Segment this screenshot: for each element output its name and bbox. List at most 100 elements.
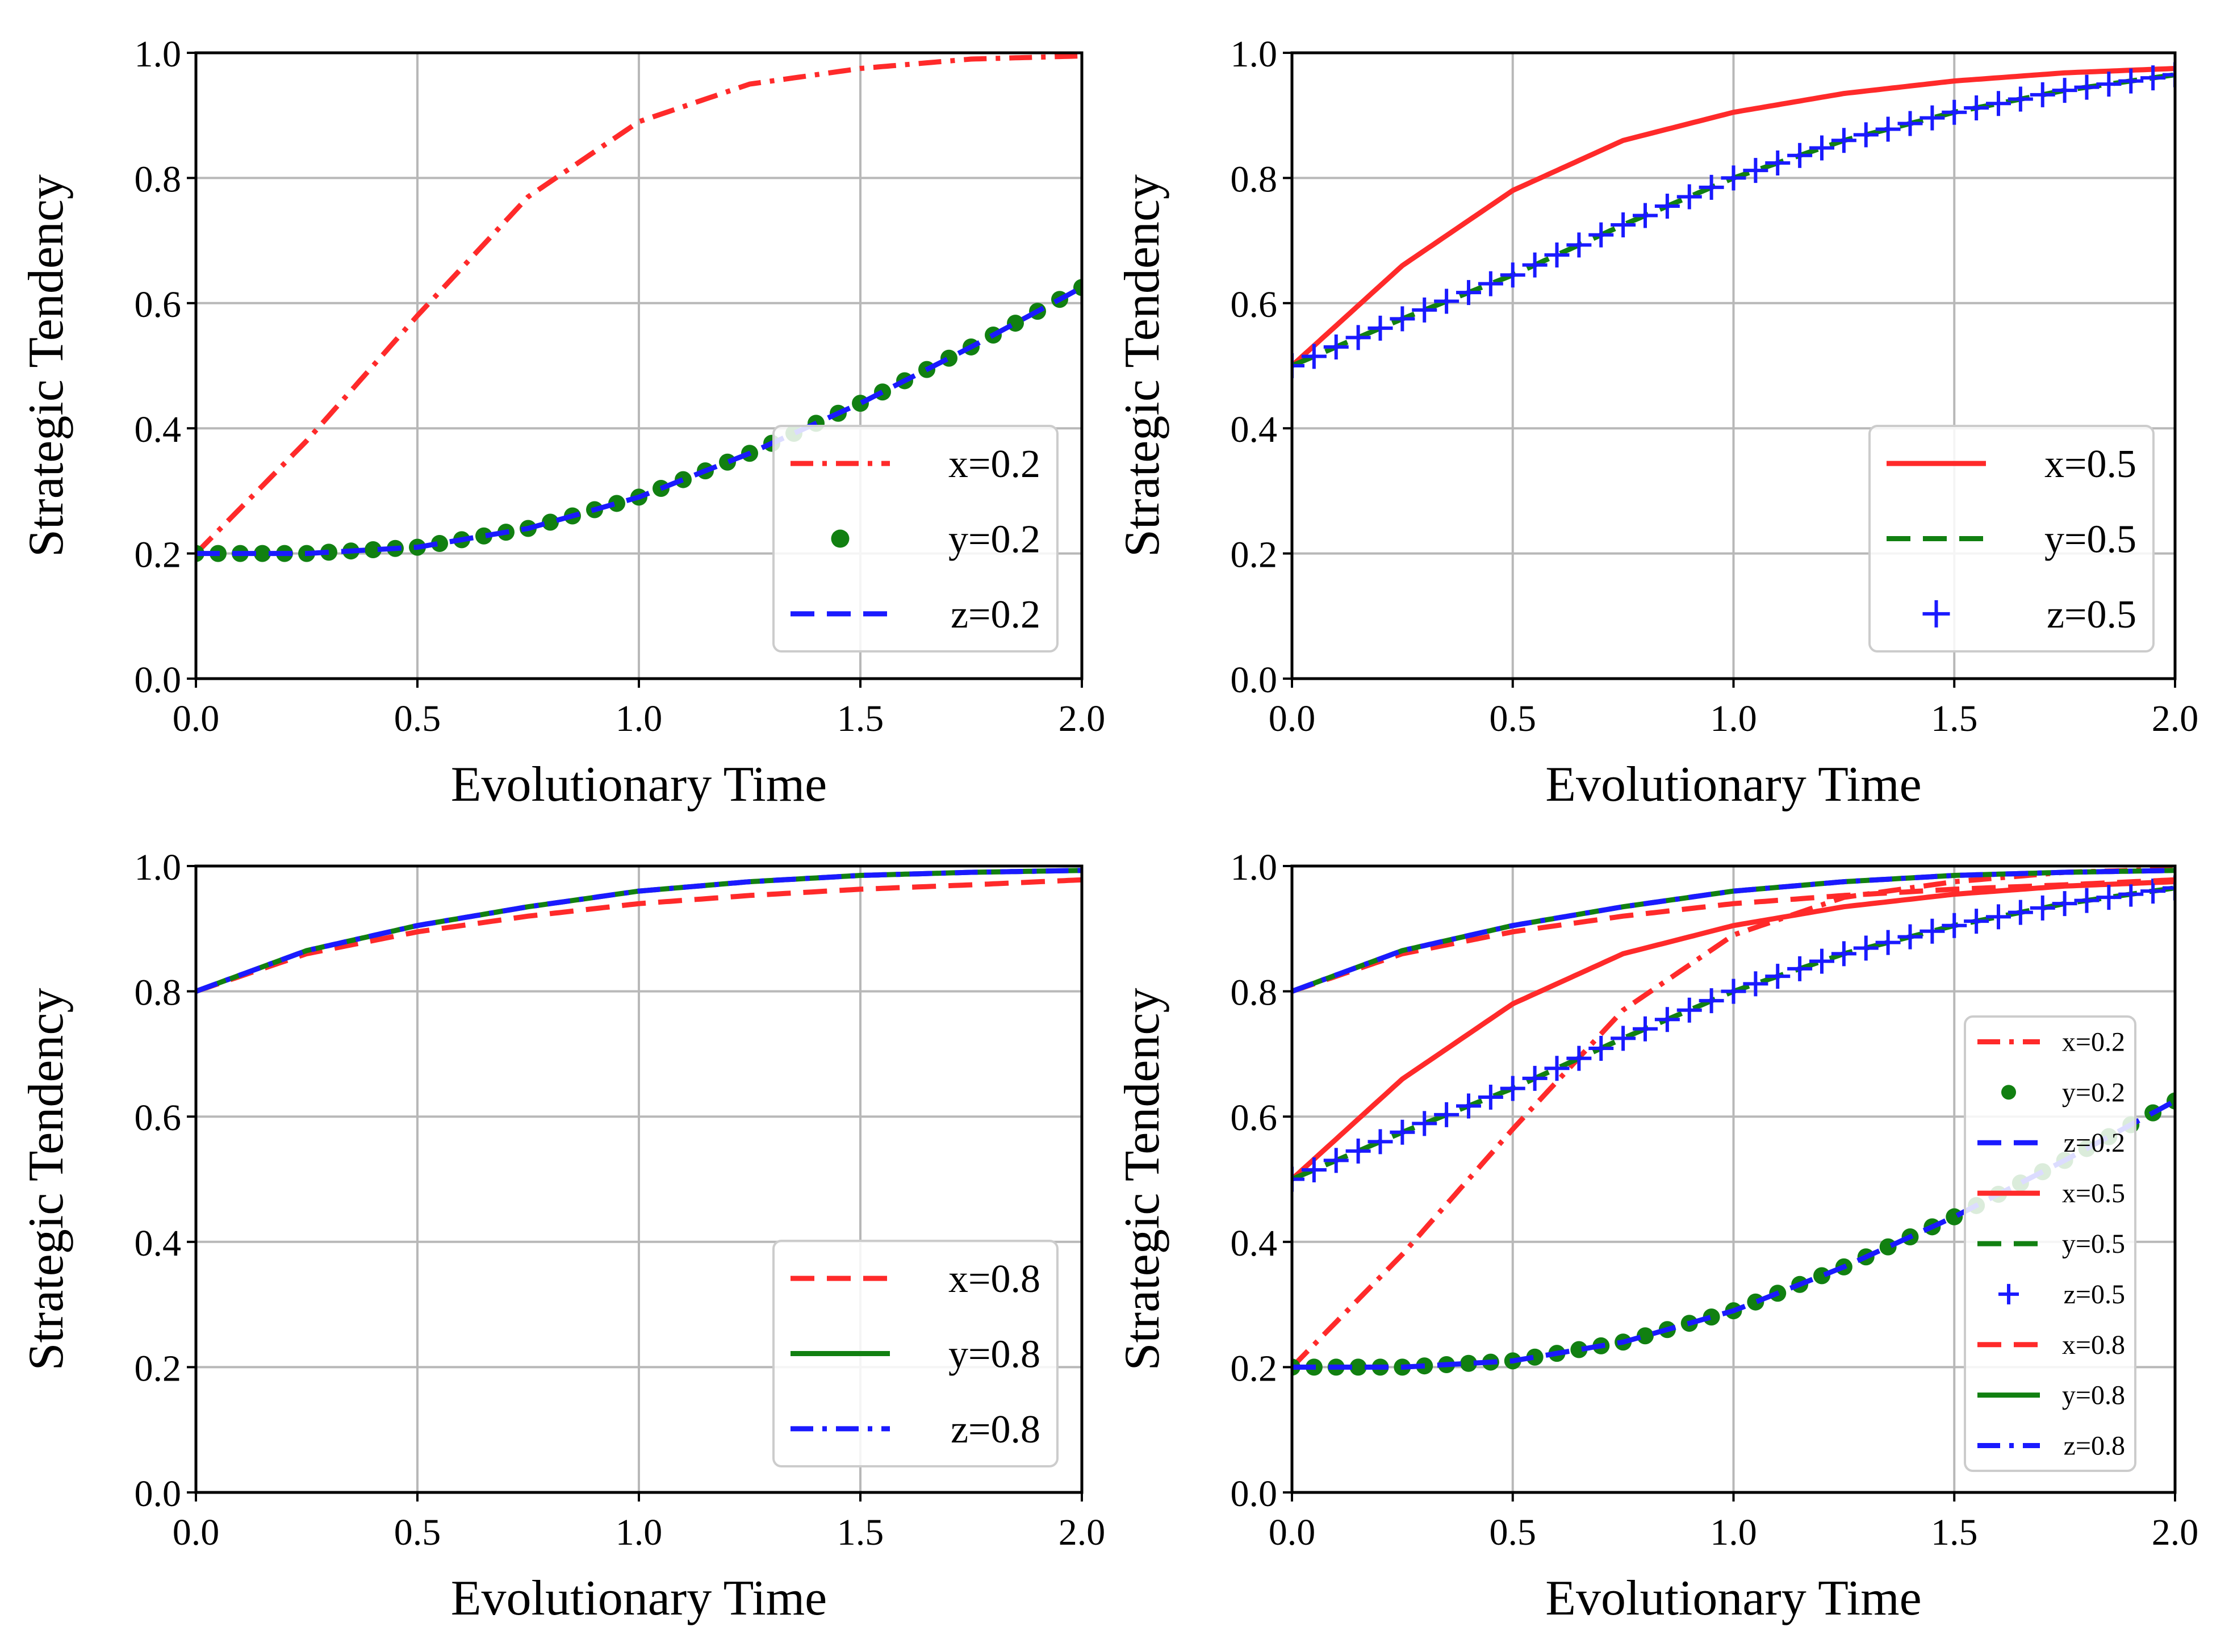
x-tick-label: 1.5 <box>837 698 884 739</box>
y-tick-label: 0.2 <box>135 1348 182 1389</box>
series-z-0_5-point <box>1942 913 1967 938</box>
chart-panel-2: 0.0 0.5 1.0 1.5 2.0 0.0 0.2 0.4 0.6 0.8 1.0 Evoluti… <box>1115 34 2198 812</box>
series-z-0_5-point <box>2074 888 2100 913</box>
series-z-0_5-point <box>1566 1045 1592 1071</box>
y-axis-label: Strategic Tendency <box>19 988 74 1371</box>
series-z-0_5-point <box>1964 95 1989 120</box>
series-z-0_5-point <box>1986 904 2011 930</box>
legend-label: z=0.8 <box>951 1408 1040 1452</box>
legend-marker <box>2001 1085 2016 1100</box>
series-z-0_5-point <box>1787 956 1813 981</box>
legend-label: z=0.8 <box>2064 1431 2125 1461</box>
legend-label: z=0.5 <box>2047 593 2136 637</box>
chart-panel-1: 0.0 0.5 1.0 1.5 2.0 0.0 0.2 0.4 0.6 0.8 1.0 Evoluti… <box>19 34 1105 812</box>
y-tick-label: 0.0 <box>135 659 182 701</box>
x-tick-label: 1.0 <box>1710 698 1757 739</box>
legend-label: x=0.8 <box>2062 1330 2125 1360</box>
series-z-0_5-point <box>1500 1076 1525 1101</box>
series-z-0_5-point <box>1522 1065 1548 1091</box>
series-z-0_5-point <box>1456 1093 1481 1119</box>
x-axis-label: Evolutionary Time <box>451 757 827 812</box>
series-x-0_5-line <box>1292 66 2175 368</box>
legend-item: y=0.5 <box>1977 1229 2125 1259</box>
series-z-0_5-point <box>1831 128 1856 153</box>
x-tick-label: 2.0 <box>2152 698 2199 739</box>
x-tick-label: 2.0 <box>1059 1512 1106 1553</box>
series-y-0_2-point <box>1526 1348 1544 1366</box>
series-z-0_5-point <box>1367 315 1393 341</box>
series-z-0_5-point <box>1633 1016 1658 1042</box>
series-z-0_5-point <box>2052 891 2077 917</box>
legend-item: x=0.2 <box>791 442 1040 486</box>
x-axis-label: Evolutionary Time <box>1545 757 1922 812</box>
series-y-0_2-point <box>1570 1341 1588 1358</box>
series-z-0_5-point <box>1721 978 1746 1004</box>
series-y-0_2-point <box>940 349 957 367</box>
series-z-0_2-line <box>196 285 1082 557</box>
series-z-0_5-point <box>1345 1138 1371 1164</box>
legend-marker <box>1922 600 1950 628</box>
x-tick-label: 0.0 <box>173 698 220 739</box>
legend-marker <box>831 529 850 548</box>
series-z-0_5-point <box>1743 158 1768 183</box>
series-z-0_5-point <box>1301 344 1327 369</box>
series-y-0_2-point <box>475 527 492 545</box>
legend-item: y=0.5 <box>1887 518 2136 562</box>
series-z-0_5-point <box>1986 91 2011 116</box>
x-tick-label: 1.0 <box>616 698 663 739</box>
series-z-0_5-point <box>1919 105 1945 131</box>
legend-label: z=0.2 <box>951 593 1040 637</box>
legend-label: y=0.8 <box>2062 1381 2125 1411</box>
series-y-0_2-point <box>1703 1308 1720 1326</box>
x-tick-label: 1.5 <box>1931 698 1978 739</box>
series-z-0_5-point <box>1699 988 1724 1014</box>
y-tick-label: 1.0 <box>135 847 182 888</box>
series-z-0_5-point <box>2140 65 2166 91</box>
series-z-0_5-point <box>2008 900 2033 925</box>
series-group <box>196 53 1082 562</box>
series-z-0_5-point <box>2074 74 2100 100</box>
series-z-0_5-point <box>1478 1085 1503 1110</box>
x-tick-label: 2.0 <box>2152 1512 2199 1553</box>
x-tick-label: 2.0 <box>1059 698 1106 739</box>
legend: x=0.8 y=0.8 z=0.8 <box>772 1240 1059 1467</box>
series-z-0_5-point <box>1390 306 1415 332</box>
axes-frame <box>1290 51 2177 680</box>
legend-label: x=0.8 <box>948 1257 1040 1301</box>
y-tick-label: 0.6 <box>1231 1097 1278 1139</box>
series-z-0_5-point <box>2163 62 2175 87</box>
y-tick-label: 0.4 <box>1231 409 1278 450</box>
series-z-0_5-point <box>1544 242 1570 267</box>
x-tick-label: 1.5 <box>837 1512 884 1553</box>
legend-label: x=0.2 <box>948 442 1040 486</box>
x-tick-label: 0.5 <box>394 1512 441 1553</box>
axes-frame <box>1290 864 2177 1494</box>
series-z-0_5-point <box>1323 334 1349 359</box>
series-y-0_2-point <box>608 495 625 512</box>
series-z-0_5-point <box>2163 875 2175 901</box>
series-x-0_8-line <box>196 877 1082 994</box>
legend-label: x=0.5 <box>2044 442 2136 486</box>
legend-label: y=0.5 <box>2044 518 2136 562</box>
series-z-0_5-point <box>1853 935 1879 961</box>
axes-frame <box>194 51 1084 680</box>
series-z-0_5-point <box>1676 997 1702 1023</box>
legend-label: z=0.5 <box>2064 1279 2125 1310</box>
legend-label: y=0.2 <box>2062 1077 2125 1107</box>
series-y-0_2-point <box>1349 1358 1367 1376</box>
x-tick-label: 0.5 <box>1490 1512 1537 1553</box>
series-z-0_5-point <box>1522 252 1548 278</box>
y-tick-label: 1.0 <box>1231 34 1278 75</box>
series-z-0_5-point <box>2030 82 2055 107</box>
legend: x=0.5 y=0.5 z=0.5 <box>1868 425 2155 653</box>
series-group <box>1292 62 2175 378</box>
y-axis-label: Strategic Tendency <box>1115 988 1170 1371</box>
series-z-0_5-point <box>1566 232 1592 258</box>
series-z-0_5-point <box>2030 895 2055 921</box>
legend-box <box>772 425 1059 653</box>
legend-label: x=0.5 <box>2062 1178 2125 1208</box>
legend-item: z=0.2 <box>791 593 1040 637</box>
legend-item: z=0.2 <box>1977 1128 2125 1158</box>
series-z-0_5-point <box>1809 948 1834 974</box>
series-z-0_5-point <box>1765 150 1791 175</box>
